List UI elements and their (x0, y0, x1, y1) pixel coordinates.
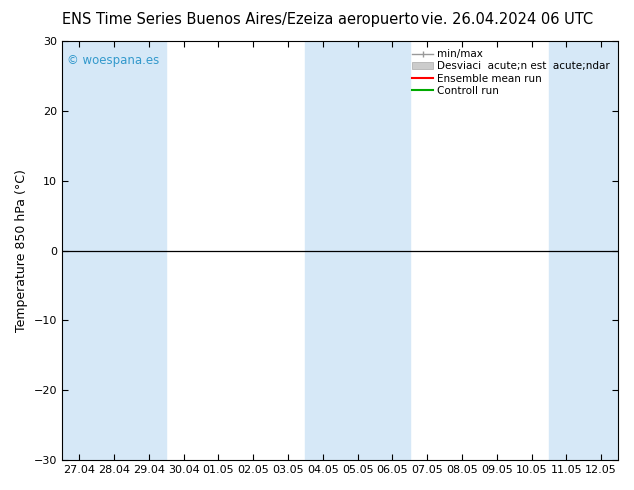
Text: © woespana.es: © woespana.es (67, 53, 160, 67)
Bar (97, 41, 166, 460)
Y-axis label: Temperature 850 hPa (°C): Temperature 850 hPa (°C) (15, 169, 28, 332)
Bar (62, 41, 97, 460)
Text: ENS Time Series Buenos Aires/Ezeiza aeropuerto: ENS Time Series Buenos Aires/Ezeiza aero… (62, 12, 420, 27)
Text: vie. 26.04.2024 06 UTC: vie. 26.04.2024 06 UTC (421, 12, 593, 27)
Bar (306, 41, 410, 460)
Legend: min/max, Desviaci  acute;n est  acute;ndar, Ensemble mean run, Controll run: min/max, Desviaci acute;n est acute;ndar… (410, 46, 613, 99)
Bar (549, 41, 619, 460)
